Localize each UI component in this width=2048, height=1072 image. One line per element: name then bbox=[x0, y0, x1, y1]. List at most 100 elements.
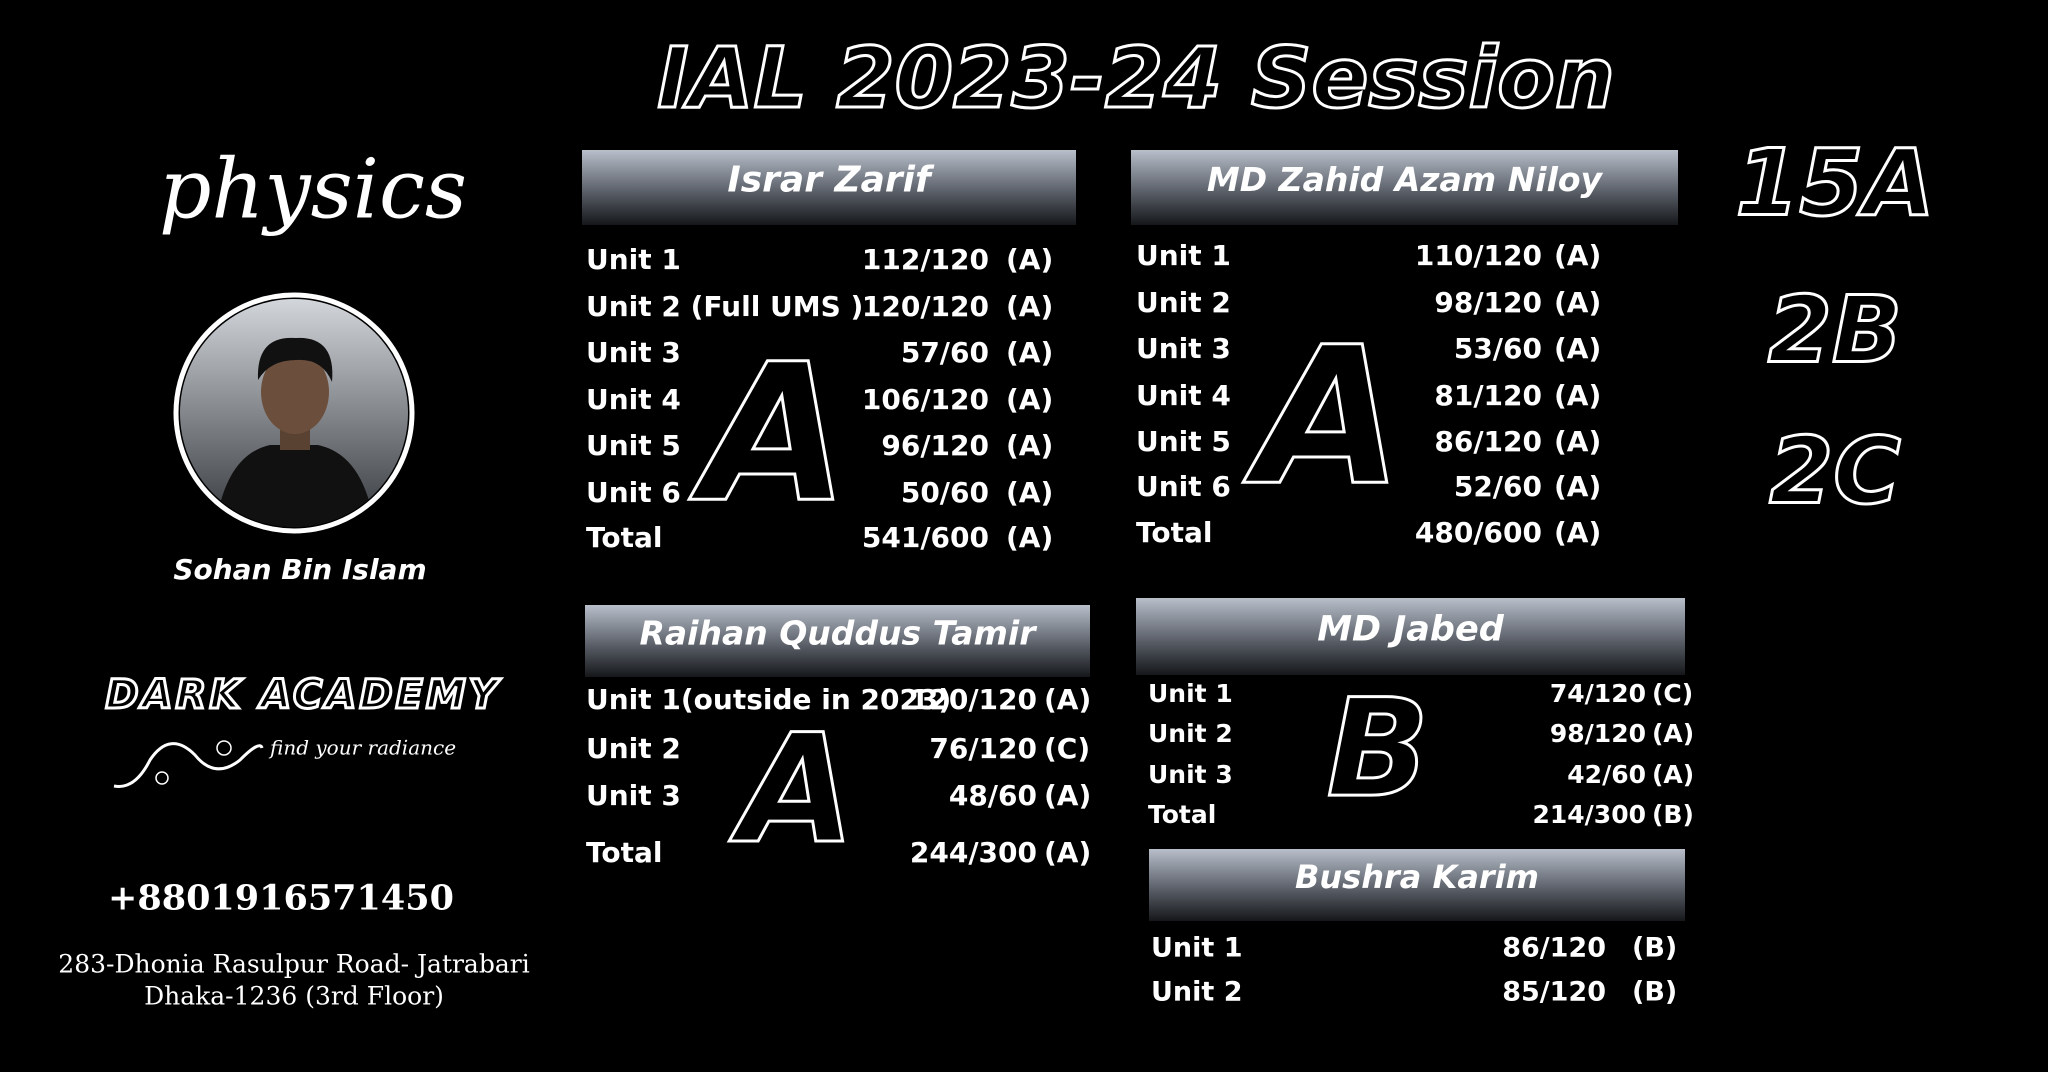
student-name: Israr Zarif bbox=[727, 160, 935, 201]
unit-label: Unit 4 bbox=[586, 383, 681, 416]
overall-grade: A bbox=[688, 323, 848, 544]
logo-dot bbox=[155, 771, 169, 785]
unit-score: 244/300 bbox=[910, 836, 1037, 869]
unit-label: Unit 6 bbox=[586, 476, 681, 509]
unit-grade: (A) bbox=[1554, 379, 1601, 412]
unit-label: Unit 5 bbox=[1136, 425, 1231, 458]
overall-grade: A bbox=[1242, 306, 1402, 527]
unit-label: Unit 1 bbox=[1148, 679, 1233, 708]
unit-label: Unit 2 bbox=[586, 732, 681, 765]
unit-score: 120/120 bbox=[862, 290, 989, 323]
unit-grade: (A) bbox=[1006, 336, 1053, 369]
unit-label: Total bbox=[1136, 516, 1213, 549]
card-header bbox=[582, 150, 1076, 225]
unit-score: 81/120 bbox=[1434, 379, 1542, 412]
unit-score: 86/120 bbox=[1502, 933, 1606, 964]
unit-grade: (A) bbox=[1006, 429, 1053, 462]
unit-grade: (B) bbox=[1632, 933, 1677, 964]
unit-grade: (A) bbox=[1554, 516, 1601, 549]
overall-grade: A bbox=[729, 703, 855, 877]
teacher-name: Sohan Bin Islam bbox=[173, 553, 426, 586]
student-name: MD Zahid Azam Niloy bbox=[1207, 160, 1604, 199]
unit-score: 120/120 bbox=[910, 683, 1037, 716]
unit-grade: (A) bbox=[1006, 383, 1053, 416]
unit-grade: (A) bbox=[1554, 332, 1601, 365]
brand-logo bbox=[113, 742, 264, 788]
unit-label: Unit 3 bbox=[1148, 760, 1233, 789]
unit-label: Unit 5 bbox=[586, 429, 681, 462]
unit-score: 480/600 bbox=[1415, 516, 1542, 549]
unit-label: Unit 6 bbox=[1136, 470, 1231, 503]
unit-label: Unit 2 bbox=[1151, 977, 1243, 1008]
unit-score: 110/120 bbox=[1415, 239, 1542, 272]
card-header bbox=[585, 605, 1090, 677]
unit-score: 48/60 bbox=[949, 779, 1037, 812]
unit-score: 85/120 bbox=[1502, 977, 1606, 1008]
unit-label: Total bbox=[586, 521, 663, 554]
unit-label: Unit 2 bbox=[1148, 719, 1233, 748]
unit-score: 98/120 bbox=[1434, 286, 1542, 319]
unit-grade: (A) bbox=[1006, 521, 1053, 554]
card-header bbox=[1131, 150, 1678, 225]
teacher-photo bbox=[173, 292, 415, 534]
student-name: Raihan Quddus Tamir bbox=[640, 614, 1038, 653]
unit-score: 42/60 bbox=[1567, 760, 1646, 789]
brand-name: DARK ACADEMY bbox=[105, 672, 501, 718]
unit-grade: (A) bbox=[1044, 836, 1091, 869]
unit-label: Total bbox=[586, 836, 663, 869]
unit-grade: (A) bbox=[1652, 719, 1694, 748]
unit-score: 53/60 bbox=[1454, 332, 1542, 365]
unit-grade: (A) bbox=[1044, 683, 1091, 716]
unit-grade: (A) bbox=[1006, 290, 1053, 323]
unit-grade: (A) bbox=[1006, 476, 1053, 509]
unit-label: Unit 3 bbox=[1136, 332, 1231, 365]
unit-grade: (B) bbox=[1632, 977, 1677, 1008]
unit-label: Unit 1(outside in 2023) bbox=[586, 683, 951, 716]
unit-grade: (A) bbox=[1554, 286, 1601, 319]
unit-grade: (A) bbox=[1044, 779, 1091, 812]
unit-grade: (B) bbox=[1652, 800, 1694, 829]
subject: physics bbox=[159, 143, 467, 238]
unit-label: Total bbox=[1148, 800, 1216, 829]
unit-score: 50/60 bbox=[901, 476, 989, 509]
unit-grade: (A) bbox=[1652, 760, 1694, 789]
unit-score: 96/120 bbox=[881, 429, 989, 462]
unit-grade: (A) bbox=[1554, 425, 1601, 458]
unit-label: Unit 1 bbox=[586, 243, 681, 276]
unit-grade: (A) bbox=[1554, 239, 1601, 272]
card-header bbox=[1136, 598, 1685, 675]
unit-label: Unit 1 bbox=[1151, 933, 1243, 964]
grade-count: 2B bbox=[1768, 276, 1902, 383]
unit-grade: (C) bbox=[1652, 679, 1693, 708]
overall-grade: B bbox=[1327, 670, 1430, 827]
brand-tagline: find your radiance bbox=[268, 736, 456, 760]
unit-label: Unit 3 bbox=[586, 779, 681, 812]
title: IAL 2023-24 Session bbox=[657, 29, 1615, 127]
unit-score: 112/120 bbox=[862, 243, 989, 276]
address-line: Dhaka-1236 (3rd Floor) bbox=[144, 982, 444, 1011]
logo-dot bbox=[216, 740, 232, 756]
grade-count: 15A bbox=[1735, 129, 1934, 236]
unit-grade: (A) bbox=[1554, 470, 1601, 503]
unit-label: Unit 2 bbox=[1136, 286, 1231, 319]
address-line: 283-Dhonia Rasulpur Road- Jatrabari bbox=[58, 950, 529, 979]
unit-grade: (A) bbox=[1006, 243, 1053, 276]
unit-score: 74/120 bbox=[1550, 679, 1646, 708]
student-name: Bushra Karim bbox=[1295, 858, 1539, 896]
unit-score: 98/120 bbox=[1550, 719, 1646, 748]
unit-score: 57/60 bbox=[901, 336, 989, 369]
unit-score: 214/300 bbox=[1532, 800, 1646, 829]
unit-score: 52/60 bbox=[1454, 470, 1542, 503]
card-header bbox=[1149, 849, 1685, 921]
unit-score: 76/120 bbox=[929, 732, 1037, 765]
student-name: MD Jabed bbox=[1317, 609, 1504, 649]
phone: +8801916571450 bbox=[108, 878, 454, 919]
unit-score: 541/600 bbox=[862, 521, 989, 554]
unit-score: 86/120 bbox=[1434, 425, 1542, 458]
unit-label: Unit 2 (Full UMS ) bbox=[586, 290, 863, 323]
grade-count: 2C bbox=[1769, 417, 1901, 524]
unit-label: Unit 1 bbox=[1136, 239, 1231, 272]
unit-label: Unit 3 bbox=[586, 336, 681, 369]
unit-label: Unit 4 bbox=[1136, 379, 1231, 412]
